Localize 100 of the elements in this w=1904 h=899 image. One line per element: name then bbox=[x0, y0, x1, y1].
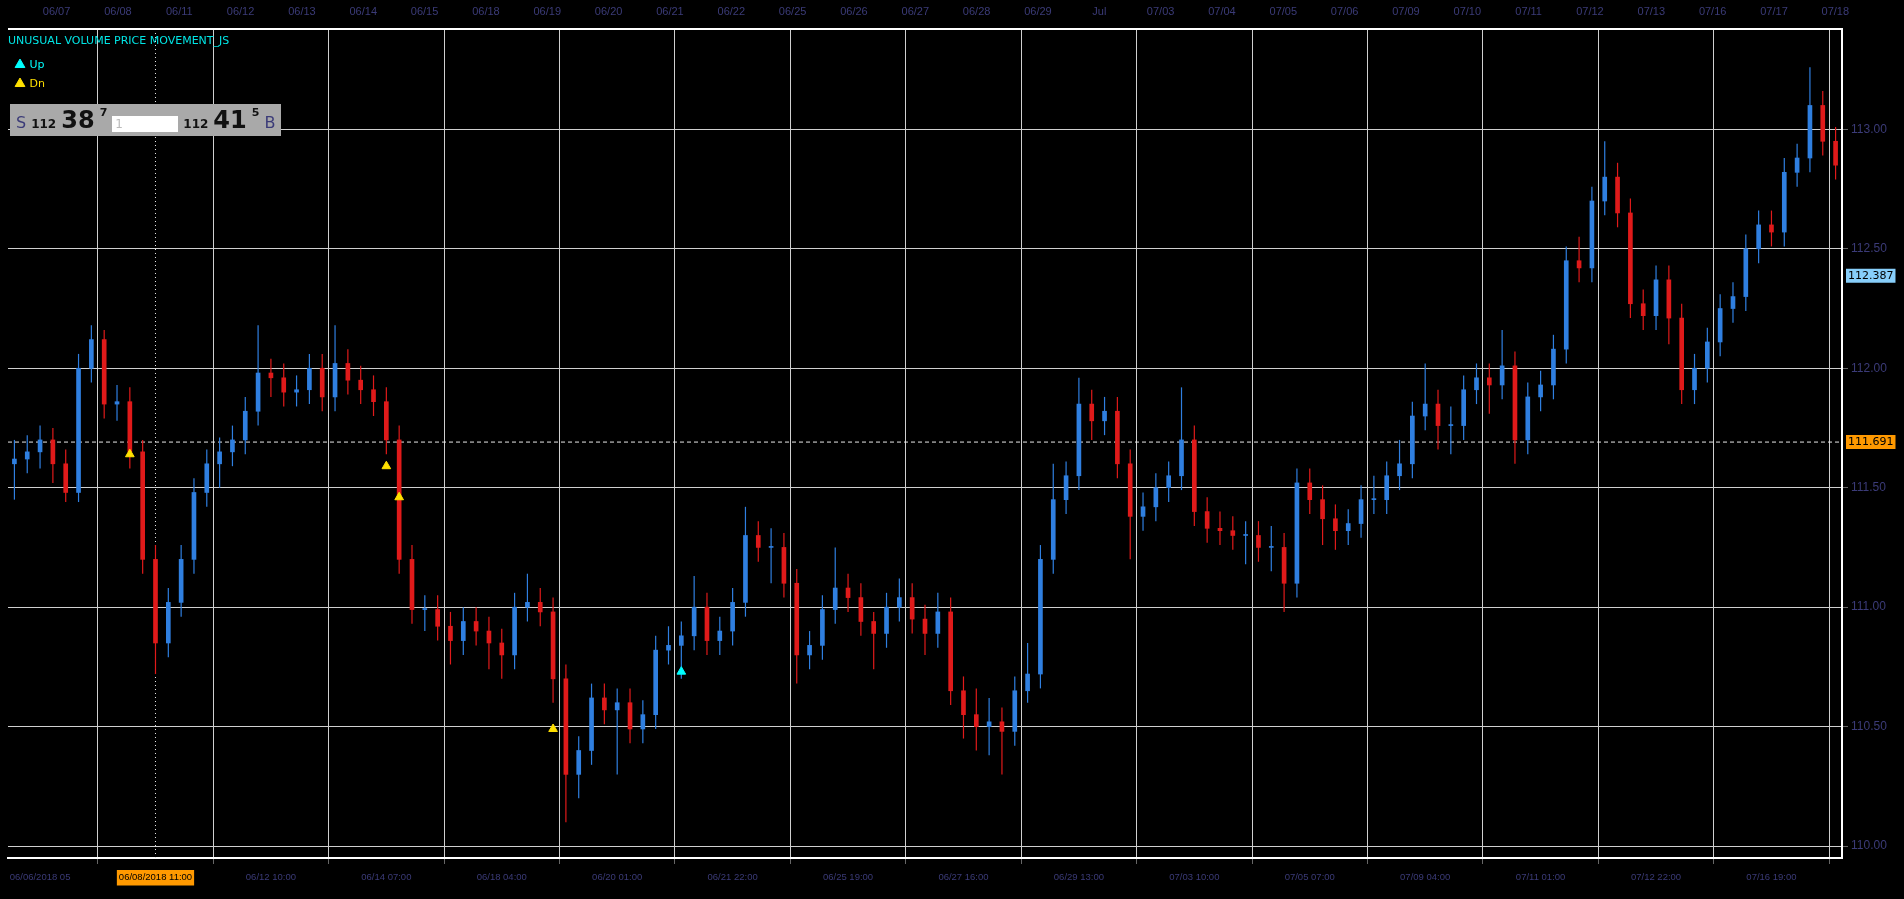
annotation: 5 bbox=[251, 106, 260, 119]
candlestick bbox=[371, 374, 376, 417]
candlestick bbox=[807, 630, 812, 670]
legend-label: Up bbox=[29, 57, 45, 71]
candlestick bbox=[422, 594, 428, 632]
y-tick-label: 111.50 bbox=[1851, 480, 1887, 495]
candlestick bbox=[678, 620, 684, 680]
y-tick-label: 113.00 bbox=[1851, 121, 1888, 136]
text: 06/25 bbox=[778, 5, 807, 18]
point bbox=[676, 666, 687, 675]
text: 06/27 bbox=[901, 5, 930, 18]
x-tick-label: 06/29 13:00 bbox=[1053, 871, 1104, 883]
text: 06/21 bbox=[656, 5, 684, 18]
candlestick bbox=[281, 362, 287, 408]
candlestick bbox=[1268, 525, 1274, 572]
text: 06/29 bbox=[1024, 5, 1052, 18]
annotation: 112 bbox=[31, 117, 57, 131]
text-field: 1 bbox=[112, 116, 179, 132]
x-tick-label: 07/03 10:00 bbox=[1169, 871, 1220, 883]
text: 07/16 bbox=[1698, 5, 1727, 18]
text: 07/05 bbox=[1269, 5, 1298, 18]
candlestick bbox=[307, 353, 312, 405]
candlestick bbox=[717, 616, 723, 656]
text: 07/11 bbox=[1515, 5, 1542, 18]
candlestick bbox=[12, 439, 17, 501]
candlestick bbox=[832, 546, 838, 625]
text: 06/12 bbox=[226, 5, 255, 18]
text: 07/18 bbox=[1821, 5, 1850, 18]
x-tick-label: 06/20 01:00 bbox=[592, 871, 643, 883]
candlestick bbox=[1307, 467, 1313, 515]
text: 07/03 bbox=[1146, 5, 1175, 18]
ref-line-label: 111.691 bbox=[1848, 434, 1894, 448]
candlestick bbox=[909, 582, 915, 635]
text: 07/17 bbox=[1760, 5, 1788, 18]
legend-label: Dn bbox=[29, 76, 45, 90]
x-tick-label: 07/16 19:00 bbox=[1746, 871, 1797, 883]
text: 06/15 bbox=[410, 5, 439, 18]
candlestick bbox=[1538, 370, 1543, 412]
x-tick-label: 07/12 22:00 bbox=[1630, 871, 1682, 883]
text: 07/12 bbox=[1576, 5, 1604, 18]
candlestick bbox=[1166, 460, 1172, 503]
candlestick bbox=[1256, 520, 1261, 563]
candlestick bbox=[358, 365, 364, 405]
text: 06/26 bbox=[840, 5, 868, 18]
candlestick bbox=[755, 520, 761, 563]
x-tick-label: 07/09 04:00 bbox=[1400, 871, 1451, 883]
x-tick-label: 06/21 22:00 bbox=[707, 871, 758, 883]
candlestick bbox=[1371, 475, 1377, 515]
text: 06/07 bbox=[42, 5, 71, 18]
text: 06/19 bbox=[533, 5, 562, 18]
candlestick bbox=[537, 587, 543, 627]
text: 07/13 bbox=[1637, 5, 1666, 18]
annotation: 38 bbox=[61, 106, 95, 134]
candlestick bbox=[1333, 503, 1338, 551]
annotation: 112 bbox=[183, 117, 209, 131]
x-tick-label: 07/05 07:00 bbox=[1284, 871, 1335, 883]
x-tick-label: 06/08/2018 11:00 bbox=[118, 871, 193, 883]
text: Jul bbox=[1092, 5, 1107, 18]
x-tick-label: 06/18 04:00 bbox=[476, 871, 527, 883]
point bbox=[125, 448, 135, 458]
text: 06/08 bbox=[104, 5, 132, 18]
candlestick bbox=[768, 527, 774, 584]
annotation: 41 bbox=[213, 106, 247, 134]
candlestick bbox=[499, 628, 505, 680]
candlestick bbox=[973, 687, 979, 752]
x-tick-label: 06/12 10:00 bbox=[245, 871, 297, 883]
point bbox=[381, 460, 392, 470]
candlestick bbox=[897, 577, 902, 623]
candlestick bbox=[1448, 405, 1454, 455]
x-tick-label: 06/27 16:00 bbox=[938, 871, 989, 883]
candlestick bbox=[1397, 439, 1402, 491]
candlestick bbox=[1243, 520, 1248, 565]
annotation: B bbox=[264, 113, 276, 132]
text: 07/06 bbox=[1330, 5, 1359, 18]
candlestick bbox=[1140, 491, 1146, 532]
text: 07/04 bbox=[1208, 5, 1236, 18]
candlestick bbox=[666, 625, 671, 666]
candlestick bbox=[1640, 288, 1646, 331]
candlestick bbox=[24, 434, 30, 474]
y-tick-label: 110.00 bbox=[1851, 838, 1888, 853]
y-tick-label: 112.00 bbox=[1851, 360, 1888, 375]
candlestick bbox=[999, 706, 1005, 775]
candlestick bbox=[1345, 508, 1351, 546]
text: 06/11 bbox=[165, 5, 193, 18]
annotation: 7 bbox=[99, 106, 108, 119]
text: 06/14 bbox=[349, 5, 378, 18]
candlestick bbox=[1025, 642, 1030, 704]
candlestick bbox=[1230, 515, 1236, 551]
candlestick bbox=[1769, 209, 1774, 247]
candlestick bbox=[1486, 362, 1492, 415]
candlestick bbox=[525, 573, 530, 623]
candlestick bbox=[602, 683, 607, 725]
text: 112.387 bbox=[1848, 268, 1894, 282]
candlestick bbox=[614, 687, 620, 775]
candlestick bbox=[217, 436, 222, 489]
text: 06/20 bbox=[594, 5, 623, 18]
candlestick bbox=[935, 592, 941, 649]
y-tick-label: 112.50 bbox=[1851, 241, 1888, 256]
x-tick-label: 06/06/2018 05 bbox=[9, 871, 71, 883]
annotation: S bbox=[16, 113, 27, 132]
